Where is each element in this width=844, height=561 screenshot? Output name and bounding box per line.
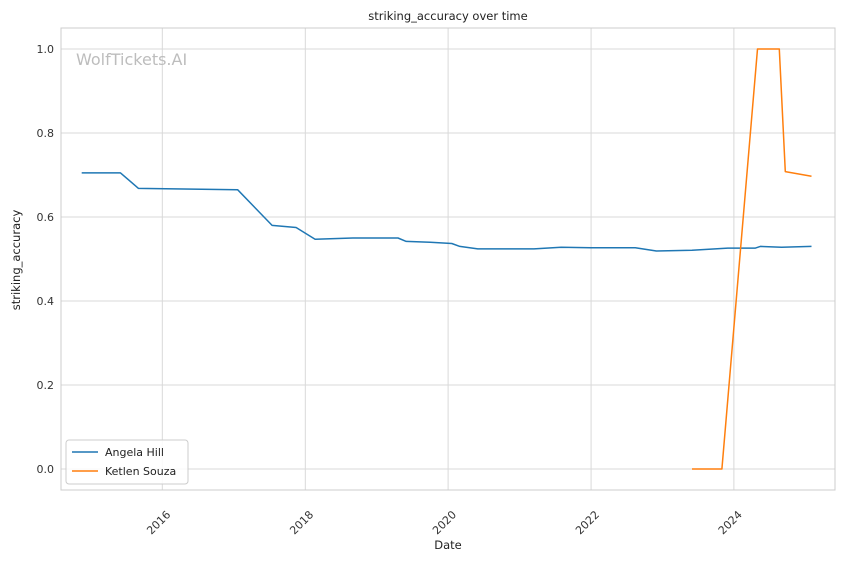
x-axis-label: Date <box>434 538 462 552</box>
watermark: WolfTickets.AI <box>76 50 187 69</box>
y-tick-label: 0.8 <box>37 127 55 140</box>
y-axis-label: striking_accuracy <box>9 210 23 311</box>
x-axis-ticks: 2016 2018 2020 2022 2024 <box>144 508 745 537</box>
x-tick-label: 2020 <box>430 508 459 537</box>
y-axis-ticks: 0.0 0.2 0.4 0.6 0.8 1.0 <box>37 43 55 476</box>
y-tick-label: 0.2 <box>37 379 55 392</box>
legend-box <box>65 439 189 485</box>
legend: Angela Hill Ketlen Souza <box>65 439 189 485</box>
y-tick-label: 0.0 <box>37 463 55 476</box>
y-tick-label: 1.0 <box>37 43 55 56</box>
x-tick-label: 2024 <box>716 508 745 537</box>
x-tick-label: 2016 <box>144 508 173 537</box>
legend-label-angela-hill: Angela Hill <box>105 446 164 459</box>
legend-label-ketlen-souza: Ketlen Souza <box>105 465 176 478</box>
plot-frame <box>60 27 836 491</box>
series-line-angela-hill <box>81 172 812 252</box>
chart-title: striking_accuracy over time <box>368 9 527 23</box>
y-tick-label: 0.4 <box>37 295 55 308</box>
x-tick-label: 2022 <box>573 508 602 537</box>
y-tick-label: 0.6 <box>37 211 55 224</box>
series-lines <box>81 48 812 470</box>
gridlines <box>61 28 835 490</box>
series-line-ketlen-souza <box>692 48 812 470</box>
x-tick-label: 2018 <box>287 508 316 537</box>
